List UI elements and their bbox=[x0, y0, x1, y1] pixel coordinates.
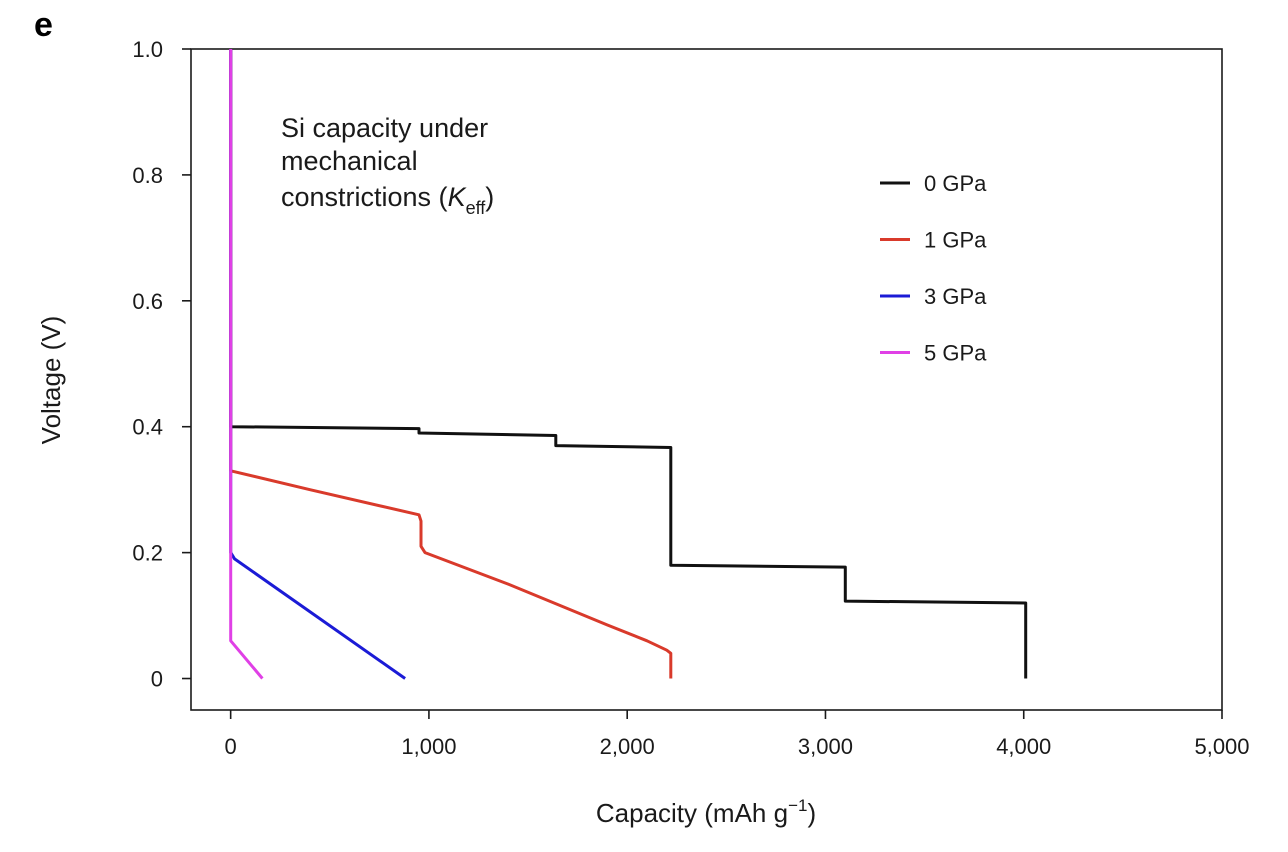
legend-label: 0 GPa bbox=[924, 171, 987, 196]
legend-label: 5 GPa bbox=[924, 341, 987, 366]
y-axis-label: Voltage (V) bbox=[36, 316, 66, 445]
y-tick-label: 0.4 bbox=[132, 415, 163, 440]
y-axis-ticks: 0 0.2 0.4 0.6 0.8 1.0 bbox=[132, 37, 191, 692]
legend: 0 GPa 1 GPa 3 GPa 5 GPa bbox=[880, 171, 987, 366]
series-lines bbox=[229, 49, 1028, 680]
y-tick-label: 0.8 bbox=[132, 163, 163, 188]
series-line-1-gpa bbox=[229, 49, 673, 679]
x-tick-label: 4,000 bbox=[996, 734, 1051, 759]
annotation-line-3: constrictions (Keff) bbox=[281, 182, 494, 218]
y-tick-label: 0 bbox=[151, 667, 163, 692]
y-tick-label: 0.6 bbox=[132, 289, 163, 314]
y-tick-label: 1.0 bbox=[132, 37, 163, 62]
series-line-5-gpa bbox=[229, 49, 264, 680]
series-line-3-gpa bbox=[229, 49, 406, 680]
x-tick-label: 0 bbox=[225, 734, 237, 759]
x-tick-label: 3,000 bbox=[798, 734, 853, 759]
series-line-0-gpa bbox=[229, 49, 1028, 679]
annotation-line-2: mechanical bbox=[281, 146, 418, 176]
legend-label: 1 GPa bbox=[924, 228, 987, 253]
x-axis-ticks: 0 1,000 2,000 3,000 4,000 5,000 bbox=[225, 710, 1250, 759]
x-axis-label: Capacity (mAh g−1) bbox=[596, 796, 816, 828]
annotation-line-1: Si capacity under bbox=[281, 113, 488, 143]
y-tick-label: 0.2 bbox=[132, 541, 163, 566]
legend-label: 3 GPa bbox=[924, 284, 987, 309]
plot-frame bbox=[190, 48, 1223, 711]
chart-annotation: Si capacity under mechanical constrictio… bbox=[281, 113, 494, 218]
panel-label: e bbox=[34, 6, 53, 44]
x-tick-label: 1,000 bbox=[401, 734, 456, 759]
x-tick-label: 5,000 bbox=[1194, 734, 1249, 759]
x-tick-label: 2,000 bbox=[600, 734, 655, 759]
